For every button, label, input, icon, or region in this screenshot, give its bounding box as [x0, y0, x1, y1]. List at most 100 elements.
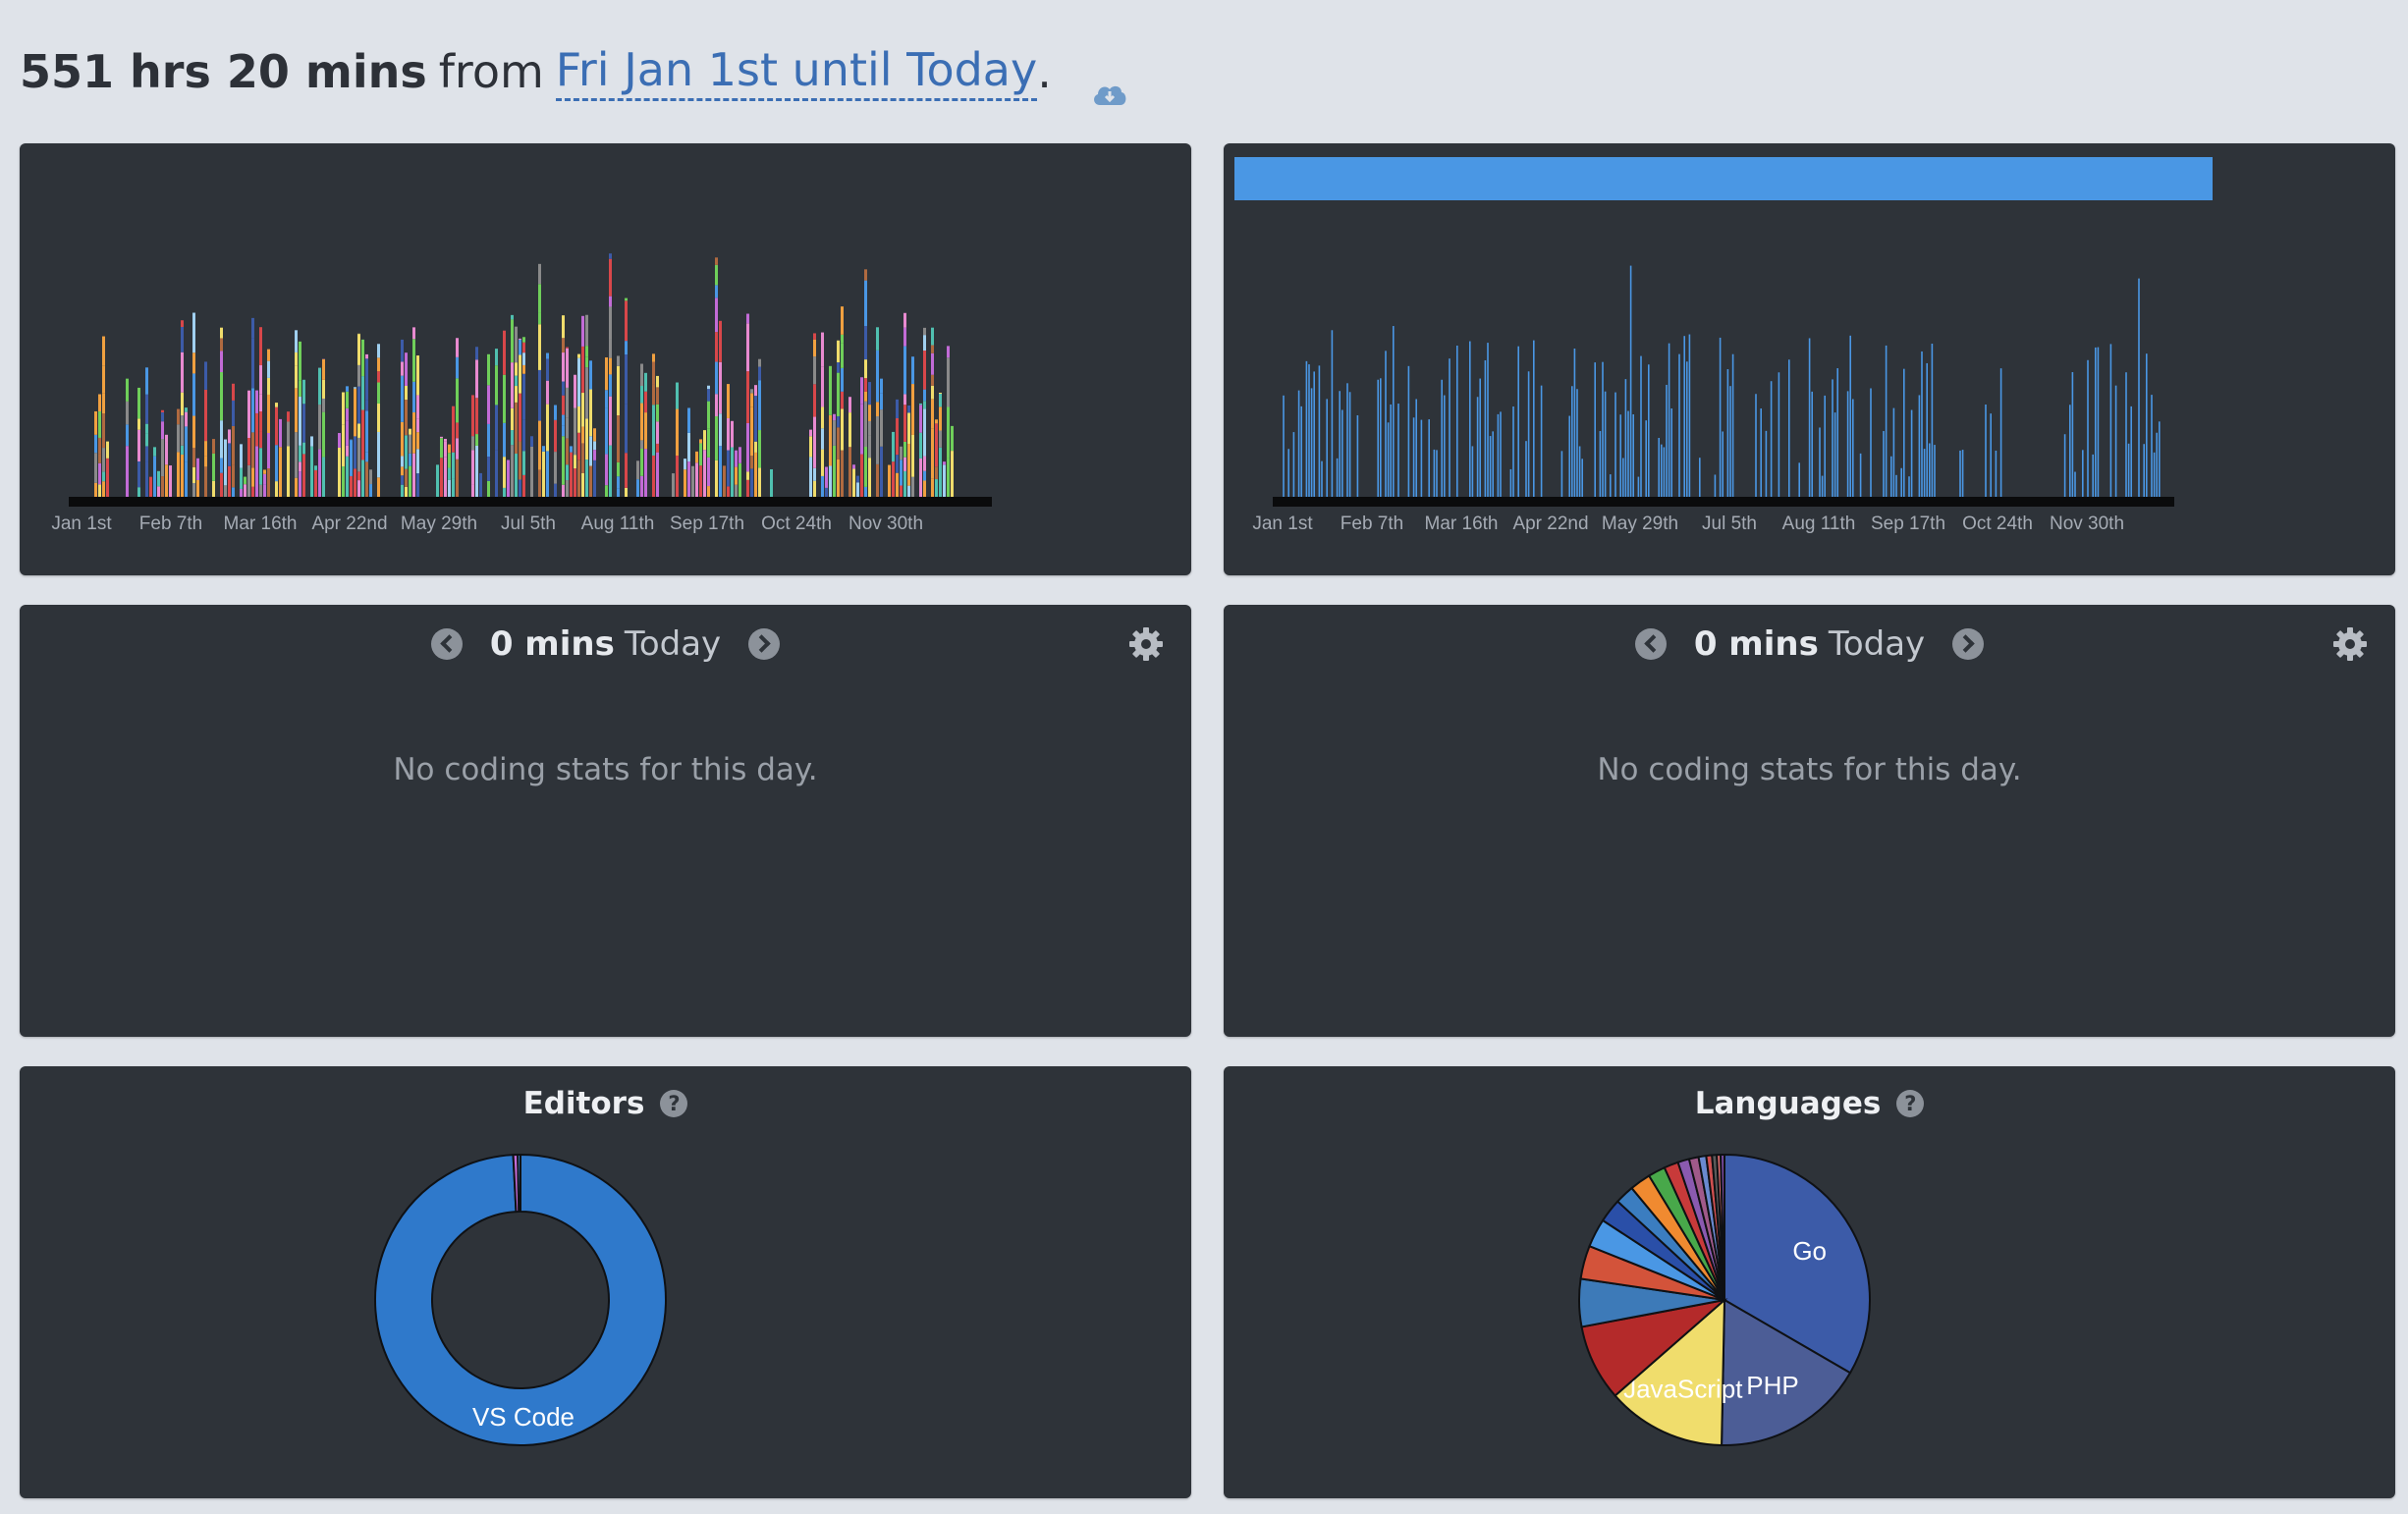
- activity-bar-segment: [475, 398, 478, 435]
- range-selector-bar[interactable]: [1234, 157, 2213, 200]
- activity-bar-segment: [856, 482, 859, 497]
- activity-bar-segment: [440, 436, 443, 439]
- activity-bar-segment: [456, 422, 459, 439]
- daily-bar: [1509, 468, 1512, 497]
- languages-title-text: Languages: [1694, 1086, 1882, 1121]
- pie-slice-php[interactable]: [1721, 1298, 1852, 1446]
- activity-bar-segment: [574, 374, 576, 408]
- daily-bar: [2151, 395, 2153, 497]
- activity-bar-segment: [715, 460, 718, 497]
- editors-donut-chart[interactable]: VS Code: [20, 1066, 1191, 1498]
- help-icon[interactable]: ?: [1896, 1090, 1925, 1117]
- daily-tick-label: Aug 11th: [1782, 514, 1856, 534]
- gear-icon[interactable]: [2332, 626, 2368, 662]
- activity-bar-segment: [538, 324, 541, 370]
- activity-bar-segment: [585, 314, 588, 347]
- activity-bar-segment: [880, 393, 883, 410]
- activity-bar-segment: [177, 408, 180, 425]
- activity-bar-segment: [471, 484, 474, 497]
- daily-bar: [2156, 432, 2158, 497]
- daily-bar: [2109, 344, 2112, 497]
- activity-bar-segment: [511, 445, 514, 497]
- activity-bar-segment: [719, 413, 722, 447]
- activity-bar-segment: [727, 450, 730, 487]
- daily-bar: [1666, 384, 1668, 497]
- activity-bar-segment: [947, 406, 950, 459]
- activity-bar-segment: [876, 402, 879, 416]
- activity-stacked-chart[interactable]: Jan 1st Feb 7th Mar 16th Apr 22nd May 29th Ju…: [20, 143, 1191, 575]
- activity-bar-segment: [475, 445, 478, 497]
- daily-bar: [1895, 474, 1897, 497]
- activity-bar-segment: [255, 390, 258, 413]
- activity-bar-segment: [251, 317, 254, 339]
- activity-bar-segment: [299, 341, 301, 381]
- pie-slice-vs-code[interactable]: [374, 1153, 667, 1446]
- activity-bar-segment: [939, 430, 942, 448]
- chevron-left-icon[interactable]: [430, 628, 463, 660]
- daily-bar: [1380, 378, 1382, 497]
- daily-bar-chart[interactable]: Jan 1st Feb 7th Mar 16th Apr 22nd May 29th Ju…: [1224, 143, 2395, 575]
- help-icon[interactable]: ?: [660, 1090, 688, 1117]
- activity-bar-segment: [350, 475, 353, 497]
- activity-bar-segment: [837, 372, 840, 416]
- activity-bar-segment: [507, 460, 510, 497]
- activity-bar-segment: [357, 364, 360, 387]
- daily-bar: [2063, 434, 2066, 497]
- activity-bar-segment: [538, 312, 541, 325]
- daily-bar: [1594, 362, 1596, 497]
- daily-bar: [2143, 444, 2145, 497]
- daily-bar: [1283, 395, 1285, 497]
- daily-bar: [1449, 358, 1450, 497]
- activity-bar-segment: [495, 365, 498, 406]
- activity-bar-segment: [900, 460, 903, 486]
- chevron-left-icon[interactable]: [1634, 628, 1667, 660]
- activity-bar-segment: [354, 387, 356, 389]
- daily-bar: [1310, 388, 1313, 497]
- date-range-link[interactable]: Fri Jan 1st until Today: [555, 43, 1038, 101]
- pie-slice-go[interactable]: [1724, 1153, 1871, 1375]
- daily-bar: [1578, 446, 1581, 497]
- activity-bar-segment: [471, 436, 474, 451]
- activity-bar-segment: [538, 420, 541, 470]
- activity-bar-segment: [640, 475, 643, 497]
- daily-bar: [1719, 337, 1722, 497]
- activity-bar-segment: [314, 469, 317, 497]
- activity-bar-segment: [401, 475, 404, 485]
- activity-bar-segment: [860, 404, 863, 455]
- activity-bar-segment: [302, 454, 305, 497]
- activity-bar-segment: [585, 346, 588, 357]
- activity-bar-segment: [947, 357, 950, 407]
- activity-bar-segment: [574, 468, 576, 497]
- activity-bar-segment: [911, 476, 914, 497]
- activity-bar-segment: [837, 415, 840, 428]
- daily-bar: [1632, 414, 1634, 497]
- chevron-right-icon[interactable]: [1952, 628, 1985, 660]
- pie-slice-other[interactable]: [517, 1153, 521, 1214]
- activity-bar-segment: [566, 480, 569, 497]
- activity-bar-segment: [251, 486, 254, 497]
- daily-bar: [1599, 431, 1602, 497]
- activity-bar-segment: [923, 335, 926, 351]
- activity-bar-segment: [255, 412, 258, 447]
- activity-bar-segment: [487, 353, 490, 386]
- daily-bar: [1497, 413, 1500, 497]
- activity-bar-segment: [758, 380, 761, 431]
- daily-bar: [1415, 399, 1417, 497]
- daily-bar: [1441, 379, 1443, 497]
- activity-bar-segment: [275, 445, 278, 482]
- activity-bar-segment: [161, 412, 164, 422]
- activity-bar-segment: [676, 382, 679, 409]
- activity-bar-segment: [409, 465, 411, 497]
- activity-bar-segment: [522, 474, 525, 497]
- activity-bar-segment: [357, 423, 360, 438]
- chevron-right-icon[interactable]: [748, 628, 781, 660]
- daily-bar: [1604, 391, 1607, 497]
- pie-slice-javascript[interactable]: [1614, 1297, 1726, 1446]
- activity-bar-segment: [302, 379, 305, 405]
- activity-bar-segment: [876, 327, 879, 351]
- activity-bar-segment: [220, 458, 223, 473]
- pie-slice-other[interactable]: [1720, 1153, 1725, 1301]
- cloud-download-icon[interactable]: [1091, 65, 1128, 105]
- gear-icon[interactable]: [1128, 626, 1164, 662]
